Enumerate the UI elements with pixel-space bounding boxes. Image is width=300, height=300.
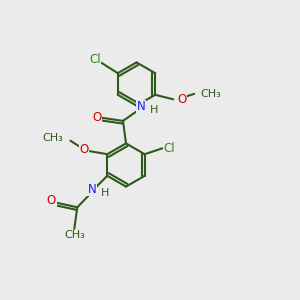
Text: Cl: Cl bbox=[89, 52, 100, 66]
Text: O: O bbox=[79, 143, 88, 156]
Text: O: O bbox=[177, 93, 186, 106]
Text: H: H bbox=[101, 188, 110, 198]
Text: N: N bbox=[136, 100, 146, 113]
Text: CH₃: CH₃ bbox=[201, 89, 222, 99]
Text: N: N bbox=[88, 183, 97, 196]
Text: CH₃: CH₃ bbox=[42, 133, 63, 143]
Text: Cl: Cl bbox=[164, 142, 175, 155]
Text: H: H bbox=[149, 105, 158, 115]
Text: O: O bbox=[93, 111, 102, 124]
Text: O: O bbox=[47, 194, 56, 207]
Text: CH₃: CH₃ bbox=[64, 230, 85, 241]
